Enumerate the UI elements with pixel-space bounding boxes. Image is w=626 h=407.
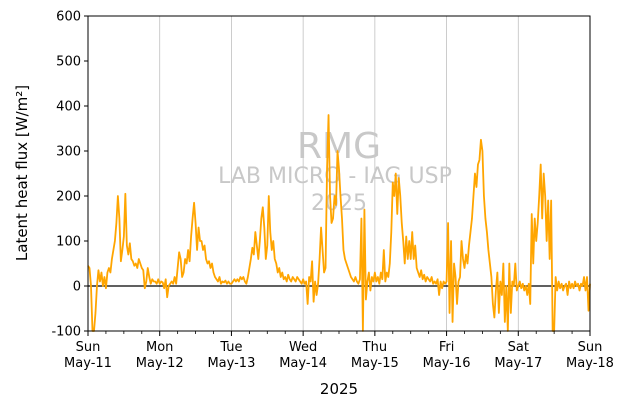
x-tick-day: Fri	[439, 340, 455, 355]
watermark: RMG LAB MICRO - IAG USP 2025	[218, 126, 452, 216]
x-tick-date: May-11	[64, 356, 112, 371]
x-tick-date: May-15	[351, 356, 399, 371]
x-tick-day: Wed	[289, 340, 317, 355]
x-tick-date: May-12	[136, 356, 184, 371]
y-tick-label: 300	[56, 145, 81, 160]
x-tick-day: Tue	[219, 340, 242, 355]
x-tick-date: May-17	[494, 356, 542, 371]
y-axis: -100 0 100 200 300 400 500 600	[51, 10, 88, 340]
y-tick-label: 500	[56, 55, 81, 70]
x-tick-date: May-13	[207, 356, 255, 371]
x-tick-day: Sun	[578, 340, 603, 355]
y-tick-label: 400	[56, 100, 81, 115]
y-tick-label: -100	[51, 325, 81, 340]
y-tick-label: 200	[56, 190, 81, 205]
x-tick-day: Sat	[508, 340, 529, 355]
x-axis-title: 2025	[320, 380, 358, 398]
watermark-line-3: 2025	[311, 191, 367, 216]
vertical-gridlines	[159, 16, 519, 331]
y-tick-label: 100	[56, 235, 81, 250]
x-tick-day: Sun	[76, 340, 101, 355]
y-axis-title: Latent heat flux [W/m²]	[13, 85, 31, 261]
series-line	[87, 114, 591, 332]
x-tick-day: Mon	[146, 340, 173, 355]
x-tick-day: Thu	[362, 340, 387, 355]
x-tick-date: May-14	[279, 356, 327, 371]
y-tick-label: 600	[56, 10, 81, 25]
x-tick-date: May-18	[566, 356, 614, 371]
y-tick-label: 0	[73, 280, 81, 295]
x-tick-date: May-16	[423, 356, 471, 371]
watermark-line-2: LAB MICRO - IAG USP	[218, 164, 452, 189]
x-axis: SunMay-11MonMay-12TueMay-13WedMay-14ThuM…	[64, 331, 614, 371]
